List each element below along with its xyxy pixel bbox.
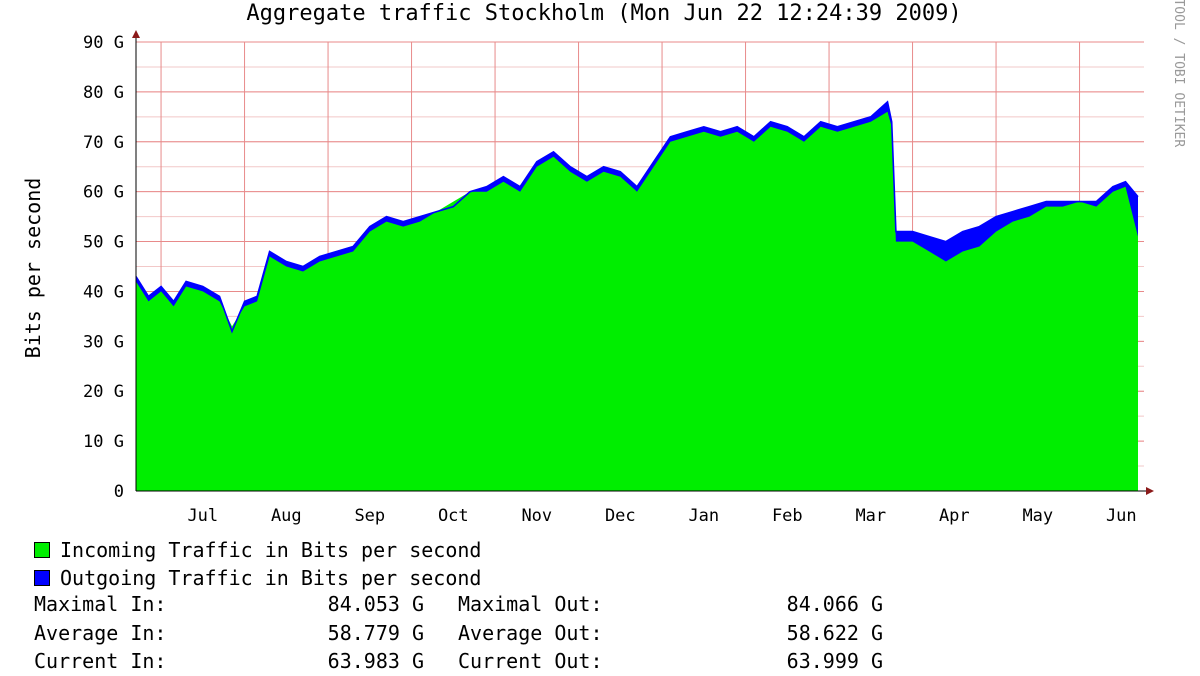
x-tick-label: Jun [1106,506,1137,526]
x-tick-label: Nov [521,506,552,526]
stat-label: Maximal Out: [458,592,603,617]
stat-label: Current Out: [458,649,603,674]
y-tick-label: 50 G [83,233,124,253]
y-tick-label: 90 G [83,33,124,53]
y-axis-label: Bits per second [21,178,45,359]
stats-row-current: Current In: 63.983 G Current Out: 63.999… [34,647,883,676]
x-tick-label: Apr [939,506,970,526]
y-tick-label: 30 G [83,332,124,352]
series-line-outgoing [135,100,1139,334]
y-tick-label: 40 G [83,282,124,302]
x-tick-label: Jul [187,506,218,526]
legend-swatch-incoming [34,542,50,558]
y-tick-label: 20 G [83,382,124,402]
stat-label: Average In: [34,620,167,645]
series-area-incoming [136,111,1138,492]
stat-label: Current In: [34,649,167,674]
x-tick-label: Mar [855,506,886,526]
x-tick-label: Sep [354,506,385,526]
y-axis-arrow [132,30,140,38]
traffic-chart: Aggregate traffic Stockholm (Mon Jun 22 … [21,0,1186,526]
chart-title: Aggregate traffic Stockholm (Mon Jun 22 … [246,1,961,26]
stat-value: 58.779 G [327,620,424,645]
axis-layer: 0 10 G 20 G 30 G 40 G 50 G 60 G 70 G 80 G 90 G Jul… [83,30,1154,526]
stat-value: 63.999 G [786,649,883,674]
y-tick-label: 60 G [83,183,124,203]
x-axis-arrow [1146,487,1154,495]
x-tick-label: Jan [688,506,719,526]
stats-row-maximal: Maximal In: 84.053 G Maximal Out: 84.066… [34,590,883,619]
rrdtool-watermark: RRDTOOL / TOBI OETIKER [1171,0,1186,147]
legend-label-incoming: Incoming Traffic in Bits per second [60,538,482,562]
x-tick-label: Aug [271,506,302,526]
legend-label-outgoing: Outgoing Traffic in Bits per second [60,566,482,590]
legend-item-incoming: Incoming Traffic in Bits per second [34,536,481,564]
stat-value: 84.053 G [327,592,424,617]
y-tick-label: 80 G [83,83,124,103]
x-tick-label: May [1022,506,1053,526]
stat-value: 84.066 G [786,592,883,617]
x-tick-label: Dec [605,506,636,526]
stat-value: 63.983 G [327,649,424,674]
legend-item-outgoing: Outgoing Traffic in Bits per second [34,564,481,592]
y-tick-label: 10 G [83,432,124,452]
x-tick-label: Feb [772,506,803,526]
stat-value: 58.622 G [786,620,883,645]
y-tick-label: 70 G [83,133,124,153]
series-layer [135,100,1139,492]
stat-label: Maximal In: [34,592,167,617]
y-tick-label: 0 [114,482,124,502]
x-tick-label: Oct [438,506,469,526]
stat-label: Average Out: [458,620,603,645]
legend: Incoming Traffic in Bits per second Outg… [34,536,481,592]
stats-table: Maximal In: 84.053 G Maximal Out: 84.066… [34,590,883,676]
legend-swatch-outgoing [34,570,50,586]
stats-row-average: Average In: 58.779 G Average Out: 58.622… [34,619,883,648]
